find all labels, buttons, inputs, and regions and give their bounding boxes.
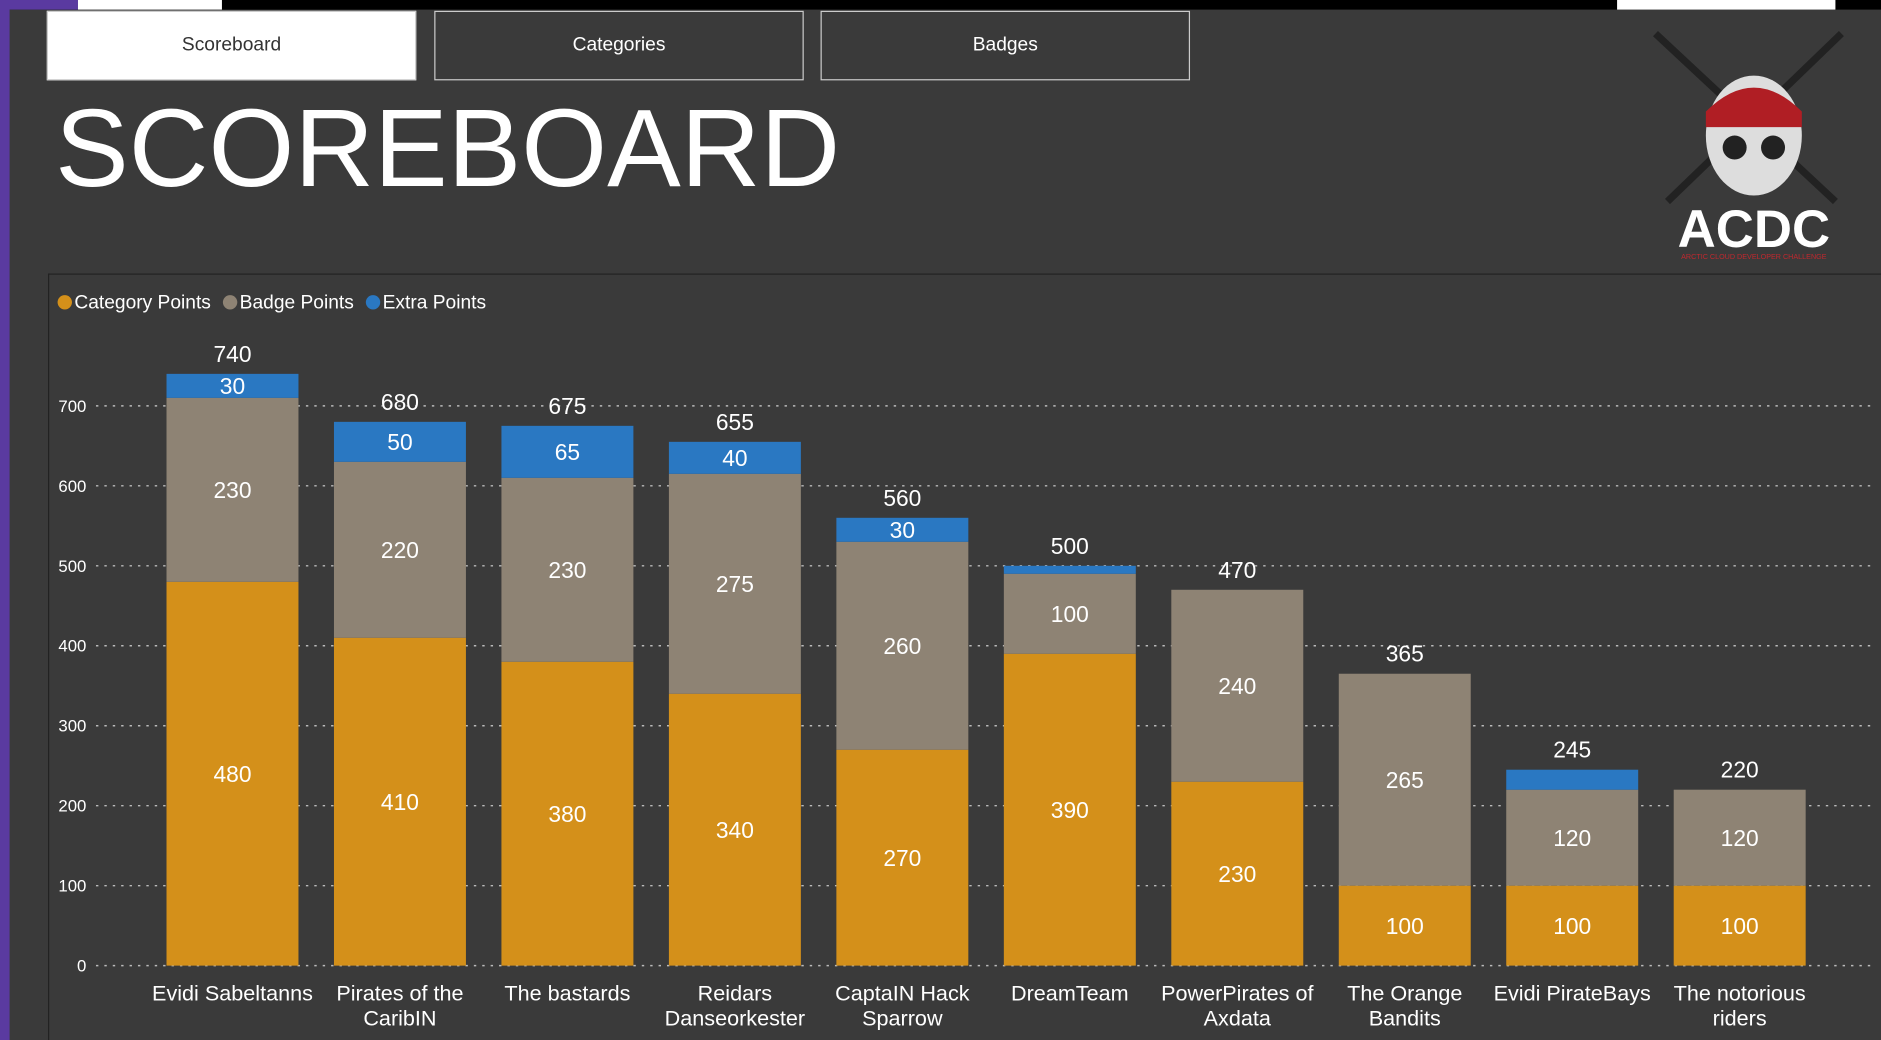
data-label: 100 <box>1051 601 1089 627</box>
legend-label: Extra Points <box>383 292 486 313</box>
data-label: 230 <box>548 557 586 583</box>
data-label: 220 <box>381 537 419 563</box>
total-label: 500 <box>1051 533 1089 559</box>
screen: Scoreboard Categories Badges SCOREBOARD … <box>0 0 1881 1040</box>
y-tick-label: 0 <box>77 957 86 976</box>
x-tick-label: CaptaIN Hack Sparrow <box>821 981 984 1031</box>
data-label: 390 <box>1051 797 1089 823</box>
total-label: 245 <box>1553 737 1591 763</box>
y-tick-label: 500 <box>58 557 86 576</box>
legend-swatch <box>366 295 380 309</box>
data-label: 30 <box>890 517 915 543</box>
data-label: 120 <box>1553 825 1591 851</box>
report-page: Scoreboard Categories Badges SCOREBOARD … <box>0 0 1881 1040</box>
x-tick-label: DreamTeam <box>988 981 1151 1006</box>
data-label: 260 <box>883 633 921 659</box>
data-label: 240 <box>1218 673 1256 699</box>
legend-swatch <box>223 295 237 309</box>
x-tick-label: Evidi PirateBays <box>1491 981 1654 1006</box>
y-tick-label: 200 <box>58 797 86 816</box>
x-tick-label: Evidi Sabeltanns <box>151 981 314 1006</box>
y-tick-label: 400 <box>58 637 86 656</box>
y-tick-label: 300 <box>58 717 86 736</box>
x-tick-label: The Orange Bandits <box>1323 981 1486 1031</box>
y-tick-label: 100 <box>58 877 86 896</box>
legend-label: Badge Points <box>240 292 354 313</box>
data-label: 410 <box>381 789 419 815</box>
total-label: 365 <box>1386 641 1424 667</box>
y-tick-label: 600 <box>58 477 86 496</box>
total-label: 740 <box>213 341 251 367</box>
bar-segment <box>1004 566 1136 574</box>
data-label: 50 <box>387 429 412 455</box>
data-label: 480 <box>213 761 251 787</box>
data-label: 230 <box>213 477 251 503</box>
data-label: 65 <box>555 439 580 465</box>
data-label: 120 <box>1721 825 1759 851</box>
data-label: 380 <box>548 801 586 827</box>
total-label: 655 <box>716 409 754 435</box>
total-label: 675 <box>548 393 586 419</box>
x-tick-label: Reidars Danseorkester <box>653 981 816 1031</box>
y-tick-label: 700 <box>58 397 86 416</box>
data-label: 275 <box>716 571 754 597</box>
chart: 0 100 200 300 400 500 600 700 Category Points Bad… <box>0 0 1881 1040</box>
data-label: 230 <box>1218 861 1256 887</box>
legend-swatch <box>58 295 72 309</box>
data-label: 100 <box>1386 913 1424 939</box>
total-label: 470 <box>1218 557 1256 583</box>
data-label: 40 <box>722 445 747 471</box>
data-label: 30 <box>220 373 245 399</box>
data-label: 100 <box>1721 913 1759 939</box>
data-label: 270 <box>883 845 921 871</box>
data-label: 265 <box>1386 767 1424 793</box>
legend-label: Category Points <box>74 292 211 313</box>
total-label: 680 <box>381 389 419 415</box>
x-tick-label: PowerPirates of Axdata <box>1156 981 1319 1031</box>
bar-segment <box>1506 770 1638 790</box>
x-tick-label: The bastards <box>486 981 649 1006</box>
data-label: 340 <box>716 817 754 843</box>
x-tick-label: Pirates of the CaribIN <box>318 981 481 1031</box>
x-tick-label: The notorious riders <box>1658 981 1821 1031</box>
data-label: 100 <box>1553 913 1591 939</box>
total-label: 220 <box>1721 757 1759 783</box>
total-label: 560 <box>883 485 921 511</box>
